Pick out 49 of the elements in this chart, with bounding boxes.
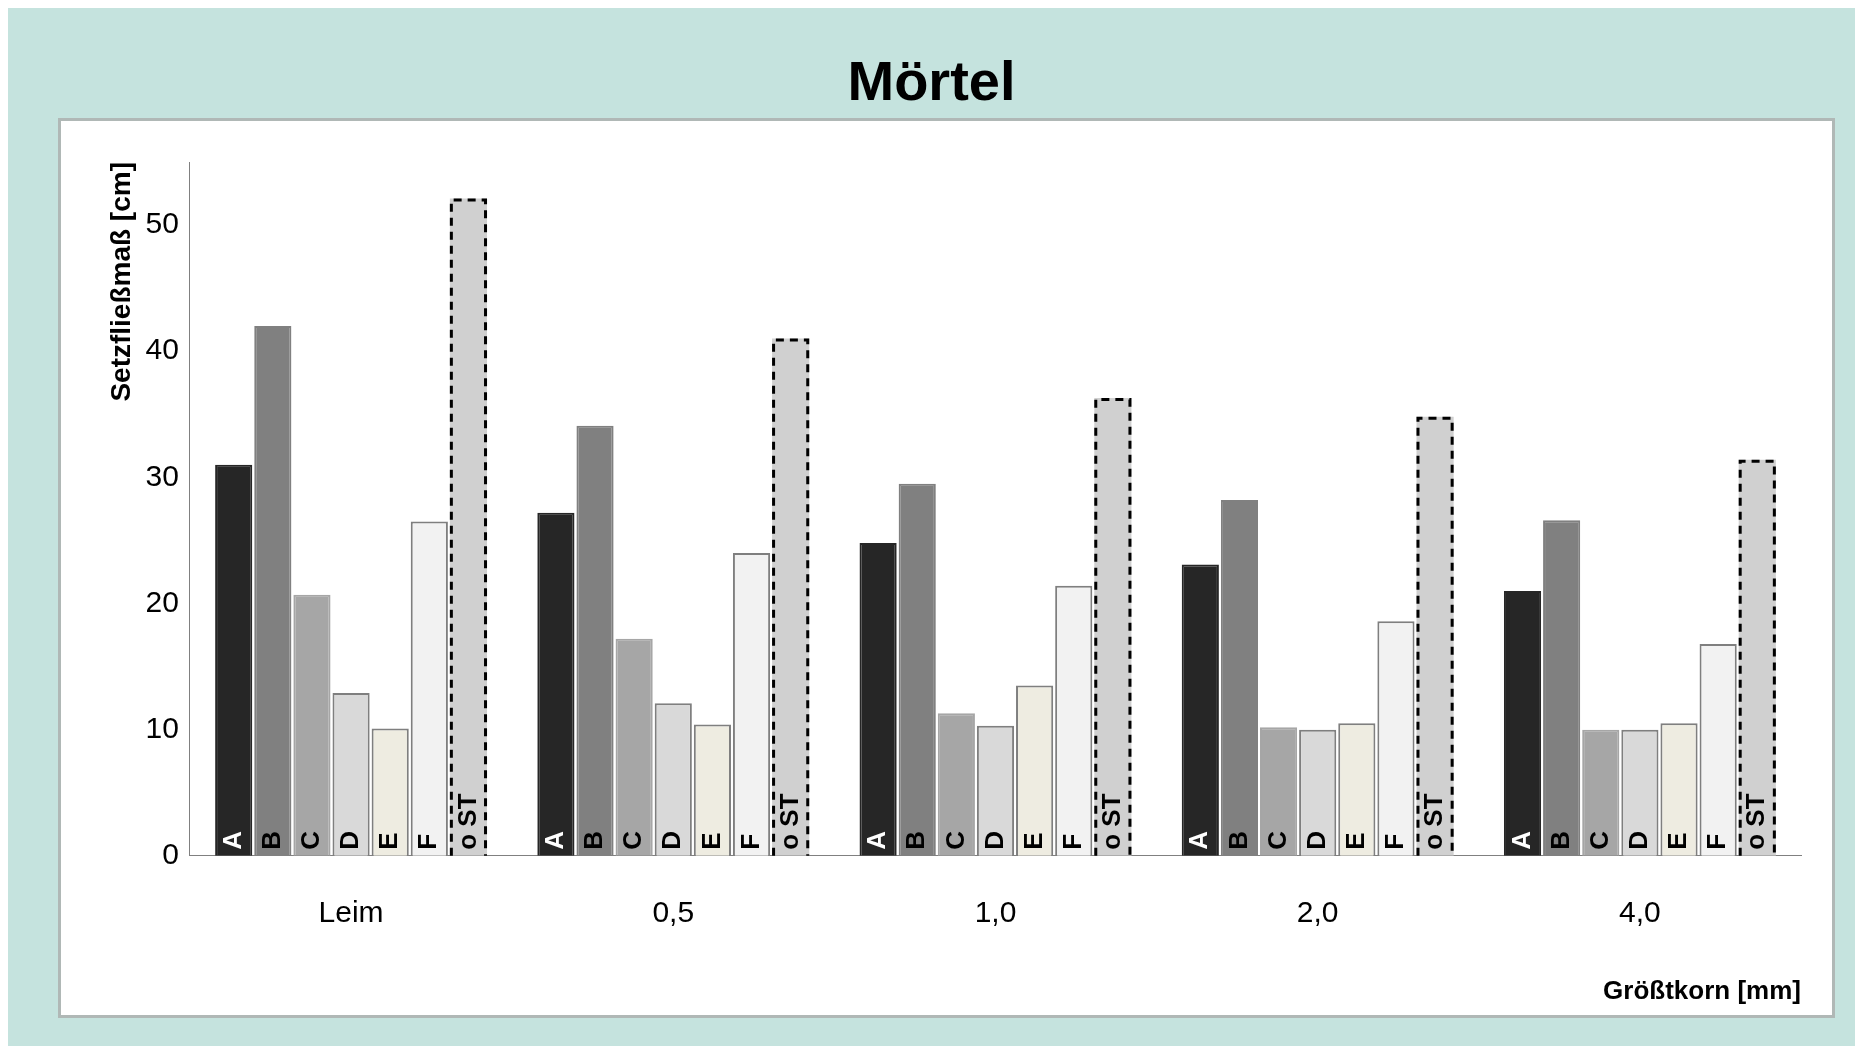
series-label: C [939, 830, 970, 850]
y-tick-label: 20 [145, 584, 179, 618]
series-label: E [373, 832, 404, 850]
y-tick-label: 0 [162, 837, 179, 871]
text: o ST [773, 793, 804, 850]
text: o ST [451, 793, 482, 850]
text: F [1701, 833, 1732, 850]
series-label: B [255, 831, 286, 850]
text: A [1505, 831, 1536, 850]
text: F [1379, 833, 1410, 850]
text: A [1183, 831, 1214, 850]
text: B [1222, 831, 1253, 850]
x-tick-label: 4,0 [1619, 895, 1661, 929]
chart-title: Mörtel [846, 48, 1017, 114]
x-tick-label: 1,0 [974, 895, 1017, 929]
x-tick-label: 2,0 [1296, 895, 1339, 929]
text: D [978, 831, 1009, 850]
y-tick-label: 10 [145, 710, 179, 744]
series-label: A [861, 830, 892, 850]
series-label: o ST [1096, 793, 1127, 850]
y-axis-title: Setzfließmaß [cm] [104, 162, 136, 402]
text: A [539, 831, 570, 850]
text: B [578, 831, 609, 850]
text: B [900, 831, 931, 850]
text: B [1544, 831, 1575, 850]
text: A [216, 831, 247, 850]
text: D [334, 831, 365, 850]
text: E [1017, 832, 1048, 850]
text: F [412, 833, 443, 850]
x-tick-label: 0,5 [652, 895, 695, 929]
text: C [1583, 831, 1614, 850]
series-label: D [656, 831, 687, 850]
y-tick-label: 40 [145, 332, 179, 366]
text: E [1662, 832, 1693, 850]
text: F [1056, 833, 1087, 850]
text: o ST [1740, 793, 1771, 850]
y-tick-label: 50 [145, 206, 179, 240]
y-tick-label: 30 [145, 458, 179, 492]
text: D [1300, 831, 1331, 850]
text: E [695, 832, 726, 850]
x-axis-title: Größtkorn [mm] [1603, 974, 1801, 1005]
x-tick-label: Leim [318, 895, 384, 929]
text: C [295, 831, 326, 850]
text: o ST [1418, 793, 1449, 850]
text: C [617, 831, 648, 850]
series-label: F [734, 833, 765, 850]
text: D [1623, 831, 1654, 850]
text: E [1339, 832, 1370, 850]
text: C [1261, 831, 1292, 850]
